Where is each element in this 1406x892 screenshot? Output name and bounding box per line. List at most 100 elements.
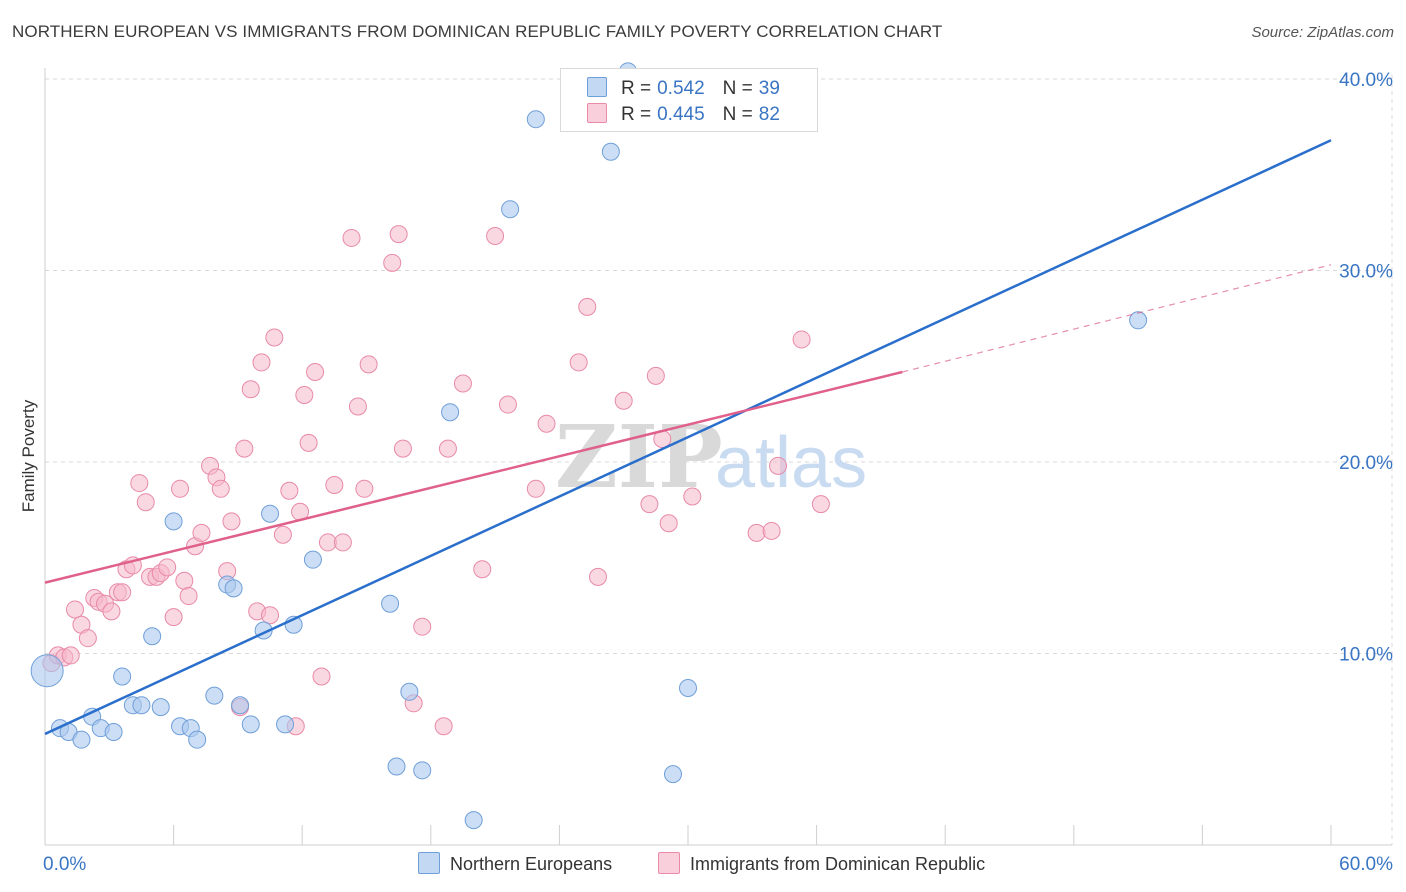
legend-n-value: 82 bbox=[758, 104, 780, 125]
data-point-dominican bbox=[811, 495, 830, 514]
data-point-dominican bbox=[762, 521, 781, 540]
legend-n-label: N = bbox=[722, 78, 753, 99]
data-point-northern-european bbox=[113, 667, 132, 686]
data-point-northern-european bbox=[1129, 311, 1148, 330]
data-point-dominican bbox=[295, 385, 314, 404]
data-point-northern-european bbox=[261, 504, 280, 523]
axes bbox=[44, 68, 1392, 846]
data-point-dominican bbox=[640, 495, 659, 514]
data-point-northern-european bbox=[381, 594, 400, 613]
y-tick-label: 10.0% bbox=[1339, 645, 1393, 666]
data-point-dominican bbox=[453, 374, 472, 393]
legend-r-label: R = bbox=[621, 104, 652, 125]
data-point-northern-european bbox=[601, 142, 620, 161]
data-point-dominican bbox=[312, 667, 331, 686]
data-point-northern-european bbox=[143, 627, 162, 646]
data-point-northern-european bbox=[526, 110, 545, 129]
data-point-dominican bbox=[130, 474, 149, 493]
data-point-dominican bbox=[179, 587, 198, 606]
data-point-dominican bbox=[273, 525, 292, 544]
data-point-dominican bbox=[769, 456, 788, 475]
data-point-dominican bbox=[569, 353, 588, 372]
data-point-dominican bbox=[473, 560, 492, 579]
data-point-northern-european bbox=[132, 696, 151, 715]
data-point-northern-european bbox=[400, 682, 419, 701]
trend-line-dominican-extension bbox=[902, 264, 1332, 373]
data-point-dominican bbox=[393, 439, 412, 458]
data-point-dominican bbox=[389, 225, 408, 244]
data-point-northern-european bbox=[72, 730, 91, 749]
data-point-northern-european bbox=[241, 715, 260, 734]
data-point-dominican bbox=[318, 533, 337, 552]
data-point-dominican bbox=[359, 355, 378, 374]
bottom-legend-dominican[interactable]: Immigrants from Dominican Republic bbox=[658, 852, 985, 875]
data-point-dominican bbox=[348, 397, 367, 416]
chart-source: Source: ZipAtlas.com bbox=[1251, 24, 1394, 41]
legend-swatch-blue bbox=[587, 77, 607, 97]
data-point-dominican bbox=[113, 583, 132, 602]
legend-r-label: R = bbox=[621, 78, 652, 99]
series-northern-european-points bbox=[30, 62, 1148, 830]
data-point-dominican bbox=[78, 629, 97, 648]
data-point-dominican bbox=[102, 602, 121, 621]
data-point-dominican bbox=[659, 514, 678, 533]
data-point-dominican bbox=[192, 523, 211, 542]
x-tick-label: 60.0% bbox=[1339, 854, 1393, 875]
watermark-atlas: atlas bbox=[715, 423, 867, 503]
data-point-dominican bbox=[136, 493, 155, 512]
data-point-dominican bbox=[265, 328, 284, 347]
data-point-dominican bbox=[342, 228, 361, 247]
data-point-dominican bbox=[61, 646, 80, 665]
x-tick-label: 0.0% bbox=[43, 854, 86, 875]
data-point-dominican bbox=[299, 433, 318, 452]
data-point-dominican bbox=[747, 523, 766, 542]
bottom-legend-northern-european[interactable]: Northern Europeans bbox=[418, 852, 612, 875]
data-point-dominican bbox=[683, 487, 702, 506]
data-point-northern-european bbox=[679, 678, 697, 697]
tick-labels: 10.0% 20.0% 30.0% 40.0% 0.0% 60.0% bbox=[43, 70, 1393, 875]
data-point-northern-european bbox=[164, 512, 183, 531]
trend-line-northern-european bbox=[44, 139, 1332, 736]
data-point-dominican bbox=[614, 391, 633, 410]
data-point-dominican bbox=[158, 558, 177, 577]
data-point-dominican bbox=[588, 567, 607, 586]
data-point-dominican bbox=[211, 479, 230, 498]
data-point-dominican bbox=[164, 608, 183, 627]
legend-n-value: 39 bbox=[758, 78, 780, 99]
data-point-northern-european bbox=[231, 696, 250, 715]
data-point-dominican bbox=[235, 439, 254, 458]
data-point-northern-european bbox=[30, 654, 64, 688]
data-point-dominican bbox=[222, 512, 241, 531]
data-point-dominican bbox=[280, 481, 299, 500]
legend-r-value: 0.445 bbox=[657, 104, 705, 125]
data-point-northern-european bbox=[188, 730, 207, 749]
data-point-dominican bbox=[486, 227, 505, 246]
data-point-dominican bbox=[413, 617, 432, 636]
bottom-legend-swatch-pink bbox=[658, 852, 680, 874]
data-point-dominican bbox=[578, 297, 597, 316]
data-point-dominican bbox=[383, 253, 402, 272]
data-point-dominican bbox=[526, 479, 545, 498]
data-point-northern-european bbox=[303, 550, 322, 569]
legend-n-label: N = bbox=[722, 104, 753, 125]
data-point-northern-european bbox=[104, 723, 123, 742]
data-point-dominican bbox=[537, 414, 556, 433]
data-point-northern-european bbox=[224, 579, 243, 598]
data-point-dominican bbox=[333, 533, 352, 552]
data-point-northern-european bbox=[413, 761, 432, 780]
data-point-dominican bbox=[498, 395, 517, 414]
data-point-dominican bbox=[171, 479, 190, 498]
legend-row-northern-european: R = 0.542 N = 39 bbox=[587, 77, 780, 101]
correlation-legend: R = 0.542 N = 39 R = 0.445 N = 82 bbox=[560, 68, 818, 132]
data-point-dominican bbox=[325, 475, 344, 494]
data-point-northern-european bbox=[387, 757, 406, 776]
watermark: ZIP atlas bbox=[555, 407, 867, 508]
data-point-dominican bbox=[241, 380, 260, 399]
data-point-northern-european bbox=[464, 811, 483, 830]
data-point-northern-european bbox=[205, 686, 224, 705]
trend-line-dominican bbox=[44, 370, 903, 584]
data-point-dominican bbox=[306, 362, 325, 381]
legend-r-value: 0.542 bbox=[657, 78, 705, 99]
data-point-dominican bbox=[175, 571, 194, 590]
